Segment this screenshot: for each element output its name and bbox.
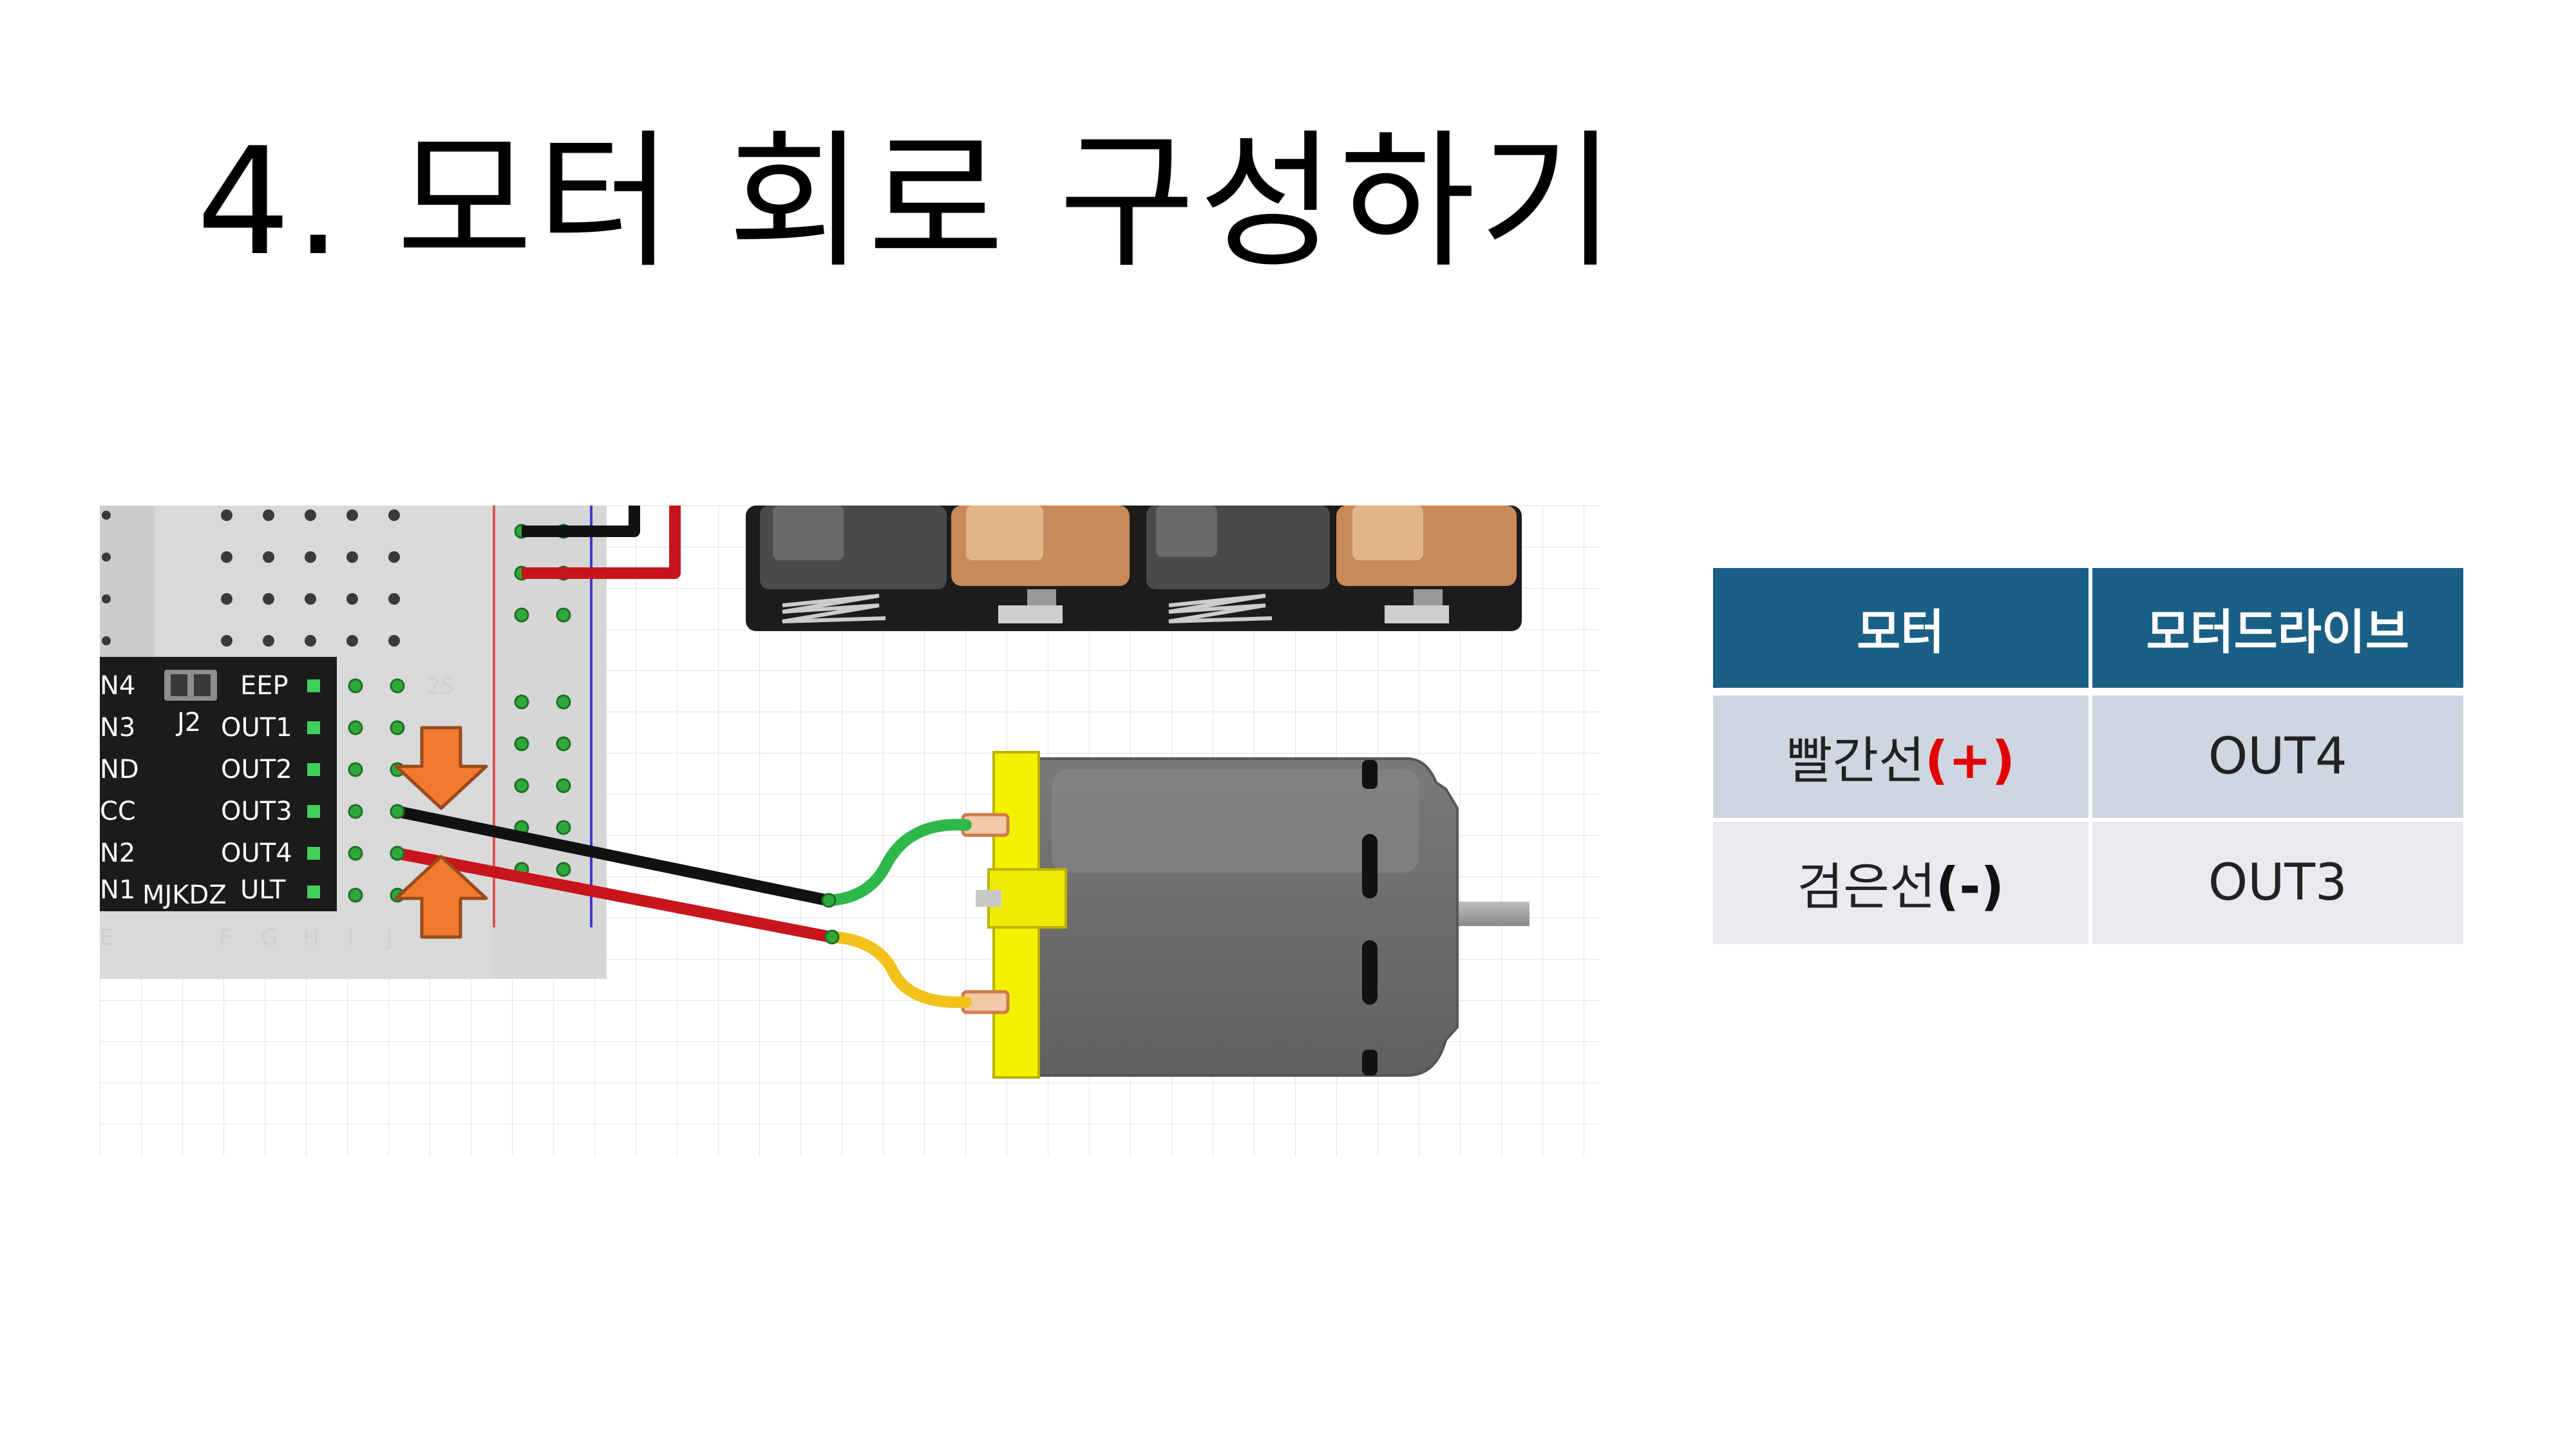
driver-pin-eep: EEP xyxy=(240,671,289,701)
driver-pin-out2: OUT2 xyxy=(221,755,292,784)
table-header-row: 모터 모터드라이브 xyxy=(1713,568,2463,696)
wire-name: 검은선 xyxy=(1797,858,1936,916)
wiring-table: 모터 모터드라이브 빨간선(+) OUT4 검은선(-) OUT3 xyxy=(1713,568,2463,944)
paren-close: ) xyxy=(1991,730,2015,790)
cell-pin-out3: OUT3 xyxy=(2088,822,2463,944)
circuit-diagram: 25 E F G H I J J2 MJKDZ N4 N3 N xyxy=(100,506,1600,1156)
paren-open: ( xyxy=(1924,730,1949,790)
dc-motor xyxy=(961,751,1530,1079)
header-motor: 모터 xyxy=(1713,568,2088,696)
jumper-label: J2 xyxy=(175,708,201,737)
arrow-up-icon xyxy=(394,855,488,939)
cell-wire-black: 검은선(-) xyxy=(1713,822,2088,944)
motor-lead-green xyxy=(825,819,972,906)
signal-wire-black-out3 xyxy=(392,806,833,906)
column-letter-j: J xyxy=(385,925,393,951)
slide-title: 4. 모터 회로 구성하기 xyxy=(196,117,1620,289)
header-motor-driver: 모터드라이브 xyxy=(2088,568,2463,696)
driver-pin-left-6: N1 xyxy=(100,875,135,905)
battery-holder xyxy=(746,506,1522,631)
column-letter-g: G xyxy=(261,925,278,951)
polarity-sign: + xyxy=(1948,730,1992,790)
breadboard: 25 E F G H I J xyxy=(100,506,607,979)
column-letter-e: E xyxy=(100,925,113,951)
motor-driver-module: J2 MJKDZ N4 N3 ND CC N2 N1 EEP OUT1 OUT2… xyxy=(100,657,337,911)
module-label: MJKDZ xyxy=(142,880,227,910)
driver-pin-out1: OUT1 xyxy=(221,713,292,743)
column-letter-f: F xyxy=(219,925,232,951)
cell-pin-out4: OUT4 xyxy=(2088,696,2463,822)
table-row: 빨간선(+) OUT4 xyxy=(1713,696,2463,822)
driver-pin-left-1: N4 xyxy=(100,671,135,701)
cell-wire-red: 빨간선(+) xyxy=(1713,696,2088,822)
table-row: 검은선(-) OUT3 xyxy=(1713,822,2463,944)
driver-pin-left-5: N2 xyxy=(100,838,135,868)
driver-pin-left-2: N3 xyxy=(100,713,135,743)
driver-pin-out4: OUT4 xyxy=(221,838,292,868)
signal-wire-red-out4 xyxy=(392,848,837,943)
wire-name: 빨간선 xyxy=(1786,732,1925,790)
polarity-sign: - xyxy=(1959,857,1981,916)
driver-pin-out3: OUT3 xyxy=(221,797,292,826)
polarity-label: (+) xyxy=(1925,730,2015,790)
power-wire-red xyxy=(522,506,681,579)
power-wire-black xyxy=(522,506,640,537)
driver-pin-ult: ULT xyxy=(240,875,286,905)
driver-pin-left-3: ND xyxy=(100,755,139,784)
row-number: 25 xyxy=(426,674,454,699)
driver-pin-left-4: CC xyxy=(100,797,136,826)
paren-close: ) xyxy=(1980,857,2005,916)
polarity-label: (-) xyxy=(1936,857,2004,916)
column-letter-i: I xyxy=(347,925,354,951)
column-letter-h: H xyxy=(303,925,319,951)
paren-open: ( xyxy=(1935,857,1960,916)
motor-lead-yellow xyxy=(828,931,972,1009)
arrow-down-icon xyxy=(394,726,488,810)
